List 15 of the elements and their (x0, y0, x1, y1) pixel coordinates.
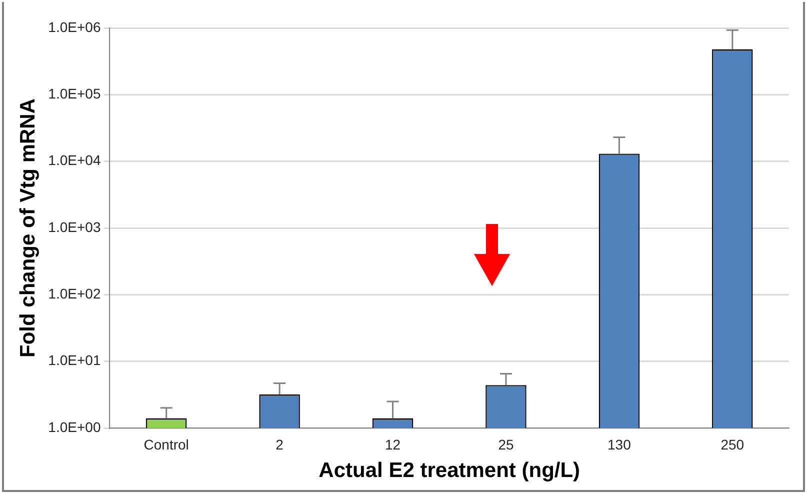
x-tick-label: 250 (720, 436, 744, 452)
y-tick-label: 1.0E+03 (48, 218, 101, 235)
x-tick-label: Control (144, 436, 189, 452)
y-tick-label: 1.0E+02 (48, 286, 101, 302)
x-axis-title: Actual E2 treatment (ng/L) (318, 459, 580, 482)
y-tick-label: 1.0E+04 (48, 152, 101, 168)
y-tick-label: 1.0E+01 (48, 352, 101, 368)
y-tick-label: 1.0E+05 (48, 86, 101, 102)
x-tick-label: 2 (276, 436, 284, 452)
y-tick-label: 1.0E+06 (48, 18, 101, 35)
x-tick-label: 12 (384, 436, 401, 452)
x-tick-label: 130 (608, 436, 632, 452)
y-tick-label: 1.0E+00 (48, 418, 101, 435)
x-tick-label: 25 (498, 436, 514, 452)
y-axis-title: Fold change of Vtg mRNA (16, 98, 40, 358)
